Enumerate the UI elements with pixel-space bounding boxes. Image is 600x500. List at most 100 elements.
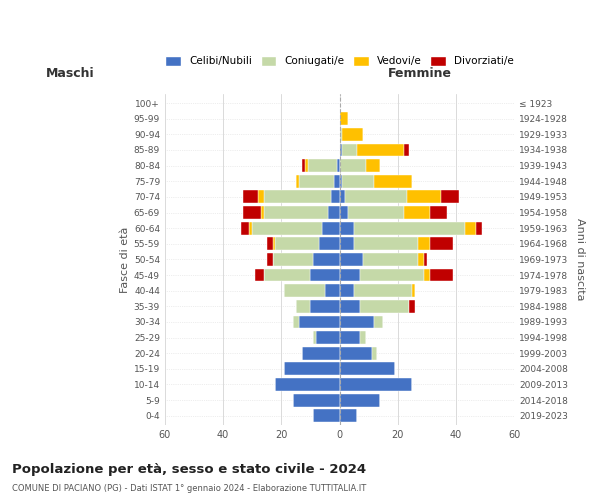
- Bar: [308, 159, 337, 172]
- Legend: Celibi/Nubili, Coniugati/e, Vedovi/e, Divorziati/e: Celibi/Nubili, Coniugati/e, Vedovi/e, Di…: [163, 52, 517, 70]
- Bar: [305, 159, 308, 172]
- Bar: [328, 206, 340, 219]
- Bar: [371, 347, 377, 360]
- Bar: [430, 206, 447, 219]
- Bar: [310, 268, 340, 281]
- Bar: [322, 222, 340, 234]
- Y-axis label: Anni di nascita: Anni di nascita: [575, 218, 585, 300]
- Bar: [340, 112, 348, 125]
- Bar: [407, 190, 442, 203]
- Bar: [252, 222, 322, 234]
- Bar: [272, 253, 313, 266]
- Bar: [267, 253, 272, 266]
- Bar: [340, 222, 354, 234]
- Bar: [340, 284, 354, 297]
- Bar: [302, 347, 340, 360]
- Bar: [340, 394, 380, 406]
- Bar: [340, 144, 343, 156]
- Bar: [340, 175, 343, 188]
- Bar: [424, 268, 430, 281]
- Bar: [340, 159, 366, 172]
- Bar: [310, 300, 340, 312]
- Bar: [275, 378, 340, 391]
- Bar: [430, 268, 453, 281]
- Bar: [424, 253, 427, 266]
- Bar: [340, 128, 343, 141]
- Bar: [249, 222, 252, 234]
- Bar: [354, 222, 465, 234]
- Bar: [340, 362, 395, 376]
- Bar: [404, 206, 430, 219]
- Bar: [409, 300, 415, 312]
- Bar: [313, 331, 316, 344]
- Bar: [258, 190, 264, 203]
- Bar: [264, 190, 331, 203]
- Bar: [267, 238, 272, 250]
- Bar: [340, 410, 357, 422]
- Bar: [284, 362, 340, 376]
- Bar: [465, 222, 476, 234]
- Bar: [340, 316, 374, 328]
- Bar: [241, 222, 249, 234]
- Bar: [264, 206, 328, 219]
- Bar: [299, 175, 334, 188]
- Bar: [343, 144, 357, 156]
- Bar: [264, 268, 310, 281]
- Bar: [244, 190, 258, 203]
- Bar: [293, 394, 340, 406]
- Text: COMUNE DI PACIANO (PG) - Dati ISTAT 1° gennaio 2024 - Elaborazione TUTTITALIA.IT: COMUNE DI PACIANO (PG) - Dati ISTAT 1° g…: [12, 484, 366, 493]
- Bar: [261, 206, 264, 219]
- Bar: [284, 284, 325, 297]
- Bar: [418, 238, 430, 250]
- Bar: [343, 128, 363, 141]
- Bar: [412, 284, 415, 297]
- Bar: [340, 206, 348, 219]
- Bar: [360, 300, 409, 312]
- Bar: [363, 253, 418, 266]
- Bar: [357, 144, 404, 156]
- Bar: [275, 238, 319, 250]
- Bar: [296, 175, 299, 188]
- Bar: [354, 284, 412, 297]
- Bar: [334, 175, 340, 188]
- Bar: [360, 268, 424, 281]
- Bar: [331, 190, 340, 203]
- Bar: [325, 284, 340, 297]
- Text: Popolazione per età, sesso e stato civile - 2024: Popolazione per età, sesso e stato civil…: [12, 462, 366, 475]
- Bar: [340, 238, 354, 250]
- Bar: [374, 175, 412, 188]
- Bar: [340, 253, 363, 266]
- Y-axis label: Fasce di età: Fasce di età: [119, 226, 130, 292]
- Bar: [296, 300, 310, 312]
- Bar: [313, 253, 340, 266]
- Bar: [337, 159, 340, 172]
- Bar: [374, 316, 383, 328]
- Bar: [272, 238, 275, 250]
- Bar: [404, 144, 409, 156]
- Bar: [340, 190, 346, 203]
- Bar: [302, 159, 305, 172]
- Text: Femmine: Femmine: [388, 68, 452, 80]
- Bar: [430, 238, 453, 250]
- Bar: [340, 331, 360, 344]
- Bar: [343, 175, 374, 188]
- Bar: [366, 159, 380, 172]
- Bar: [476, 222, 482, 234]
- Bar: [299, 316, 340, 328]
- Text: Maschi: Maschi: [46, 68, 95, 80]
- Bar: [418, 253, 424, 266]
- Bar: [244, 206, 261, 219]
- Bar: [313, 410, 340, 422]
- Bar: [293, 316, 299, 328]
- Bar: [255, 268, 264, 281]
- Bar: [360, 331, 366, 344]
- Bar: [340, 347, 371, 360]
- Bar: [442, 190, 459, 203]
- Bar: [319, 238, 340, 250]
- Bar: [340, 300, 360, 312]
- Bar: [340, 378, 412, 391]
- Bar: [348, 206, 404, 219]
- Bar: [340, 268, 360, 281]
- Bar: [316, 331, 340, 344]
- Bar: [354, 238, 418, 250]
